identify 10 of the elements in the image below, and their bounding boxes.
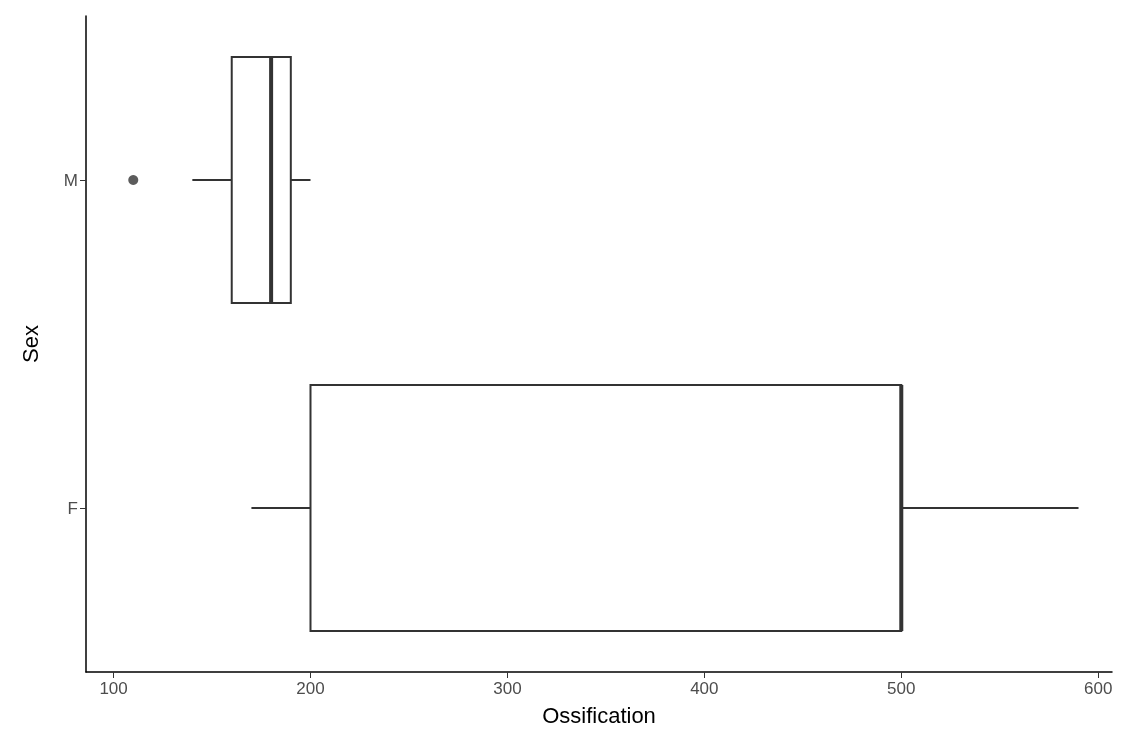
y-tick-label: M <box>63 170 78 190</box>
x-tick-label: 100 <box>99 679 128 698</box>
x-tick-label: 300 <box>493 679 522 698</box>
x-tick-label: 200 <box>296 679 325 698</box>
x-axis-title: Ossification <box>542 702 656 728</box>
y-tick-label: F <box>67 498 78 518</box>
x-tick-label: 600 <box>1084 679 1113 698</box>
y-axis-title: Sex <box>17 325 43 363</box>
x-tick-label: 500 <box>887 679 916 698</box>
x-tick-label: 400 <box>690 679 719 698</box>
